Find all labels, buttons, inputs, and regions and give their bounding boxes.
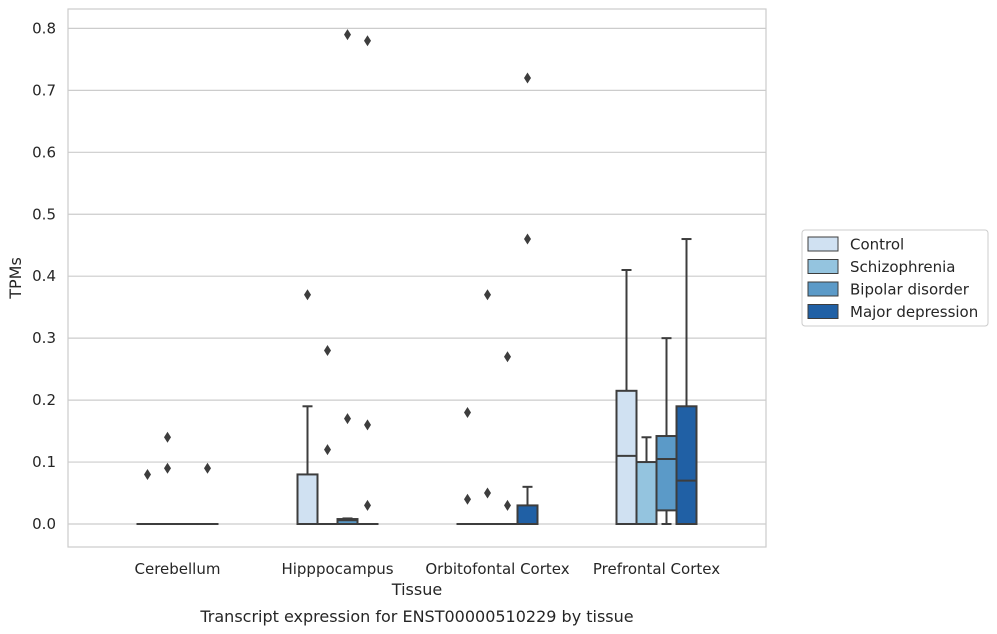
plot-marks bbox=[136, 29, 698, 526]
outlier-point bbox=[524, 72, 531, 84]
outlier-point bbox=[484, 289, 491, 301]
x-tick-label: Cerebellum bbox=[135, 560, 221, 578]
box bbox=[296, 473, 319, 526]
outlier-point bbox=[344, 413, 351, 425]
x-tick-label: Prefrontal Cortex bbox=[593, 560, 720, 578]
box-group bbox=[196, 462, 219, 526]
y-tick-label: 0.3 bbox=[32, 329, 56, 347]
x-axis-ticks: Cerebellum Hipppocampus Orbitofontal Corte… bbox=[135, 560, 721, 578]
y-tick-label: 0.5 bbox=[32, 205, 56, 223]
box-group bbox=[356, 35, 379, 526]
legend-label: Bipolar disorder bbox=[850, 281, 970, 299]
box-group bbox=[296, 289, 319, 526]
legend-swatch bbox=[807, 281, 839, 297]
outlier-point bbox=[504, 499, 511, 511]
x-axis-title: Tissue bbox=[391, 580, 442, 599]
y-tick-label: 0.1 bbox=[32, 453, 56, 471]
series-control bbox=[136, 269, 638, 526]
series-schizophrenia bbox=[156, 289, 658, 526]
box-group bbox=[476, 289, 499, 526]
box bbox=[655, 435, 678, 512]
legend: Control Schizophrenia Bipolar disorder Majo… bbox=[801, 229, 989, 327]
box bbox=[516, 504, 539, 526]
box-group bbox=[496, 351, 519, 526]
outlier-point bbox=[464, 493, 471, 505]
y-axis-title: TPMs bbox=[6, 257, 25, 300]
box-group bbox=[136, 468, 159, 526]
outlier-point bbox=[364, 419, 371, 431]
outlier-point bbox=[164, 431, 171, 443]
outlier-point bbox=[304, 289, 311, 301]
outlier-point bbox=[204, 462, 211, 474]
box-group bbox=[456, 406, 479, 526]
legend-label: Control bbox=[850, 236, 904, 254]
y-tick-label: 0.4 bbox=[32, 267, 56, 285]
outlier-point bbox=[524, 233, 531, 245]
box bbox=[675, 405, 698, 526]
box-group bbox=[655, 337, 678, 525]
plot-frame bbox=[67, 8, 767, 548]
outlier-point bbox=[324, 345, 331, 357]
outlier-point bbox=[364, 35, 371, 47]
legend-label: Schizophrenia bbox=[850, 258, 955, 276]
box-group bbox=[156, 431, 179, 526]
box-group bbox=[316, 345, 339, 526]
box-group bbox=[336, 29, 359, 526]
series-major-depression bbox=[196, 35, 698, 526]
x-tick-label: Hipppocampus bbox=[281, 560, 393, 578]
x-tick-label: Orbitofontal Cortex bbox=[425, 560, 569, 578]
y-tick-label: 0.2 bbox=[32, 391, 56, 409]
legend-swatch bbox=[807, 236, 839, 252]
box bbox=[336, 518, 359, 526]
outlier-point bbox=[324, 444, 331, 456]
chart-caption: Transcript expression for ENST0000051022… bbox=[199, 607, 633, 626]
legend-frame bbox=[801, 229, 989, 327]
outlier-point bbox=[144, 468, 151, 480]
box-group bbox=[516, 72, 539, 526]
y-tick-label: 0.7 bbox=[32, 81, 56, 99]
grid-lines bbox=[68, 27, 766, 525]
outlier-point bbox=[364, 499, 371, 511]
box bbox=[635, 461, 658, 525]
y-tick-label: 0.0 bbox=[32, 515, 56, 533]
box-group bbox=[635, 436, 658, 525]
outlier-point bbox=[464, 406, 471, 418]
legend-label: Major depression bbox=[850, 303, 978, 321]
legend-swatch bbox=[807, 259, 839, 274]
outlier-point bbox=[164, 462, 171, 474]
box bbox=[615, 389, 638, 525]
outlier-point bbox=[344, 29, 351, 41]
box-group bbox=[615, 269, 638, 525]
box-group bbox=[675, 238, 698, 526]
y-tick-label: 0.8 bbox=[32, 19, 56, 37]
outlier-point bbox=[484, 487, 491, 499]
outlier-point bbox=[504, 351, 511, 363]
y-tick-label: 0.6 bbox=[32, 143, 56, 161]
legend-swatch bbox=[807, 304, 839, 319]
y-axis-ticks: 0.0 0.1 0.2 0.3 0.4 0.5 0.6 0.7 0.8 bbox=[32, 19, 56, 533]
